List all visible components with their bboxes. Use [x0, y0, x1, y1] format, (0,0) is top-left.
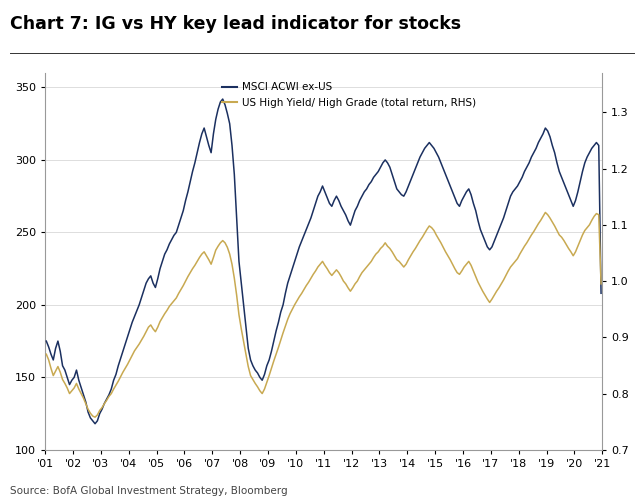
Legend: MSCI ACWI ex-US, US High Yield/ High Grade (total return, RHS): MSCI ACWI ex-US, US High Yield/ High Gra… [218, 78, 481, 112]
Text: Chart 7: IG vs HY key lead indicator for stocks: Chart 7: IG vs HY key lead indicator for… [10, 15, 461, 33]
Text: Source: BofA Global Investment Strategy, Bloomberg: Source: BofA Global Investment Strategy,… [10, 486, 287, 496]
